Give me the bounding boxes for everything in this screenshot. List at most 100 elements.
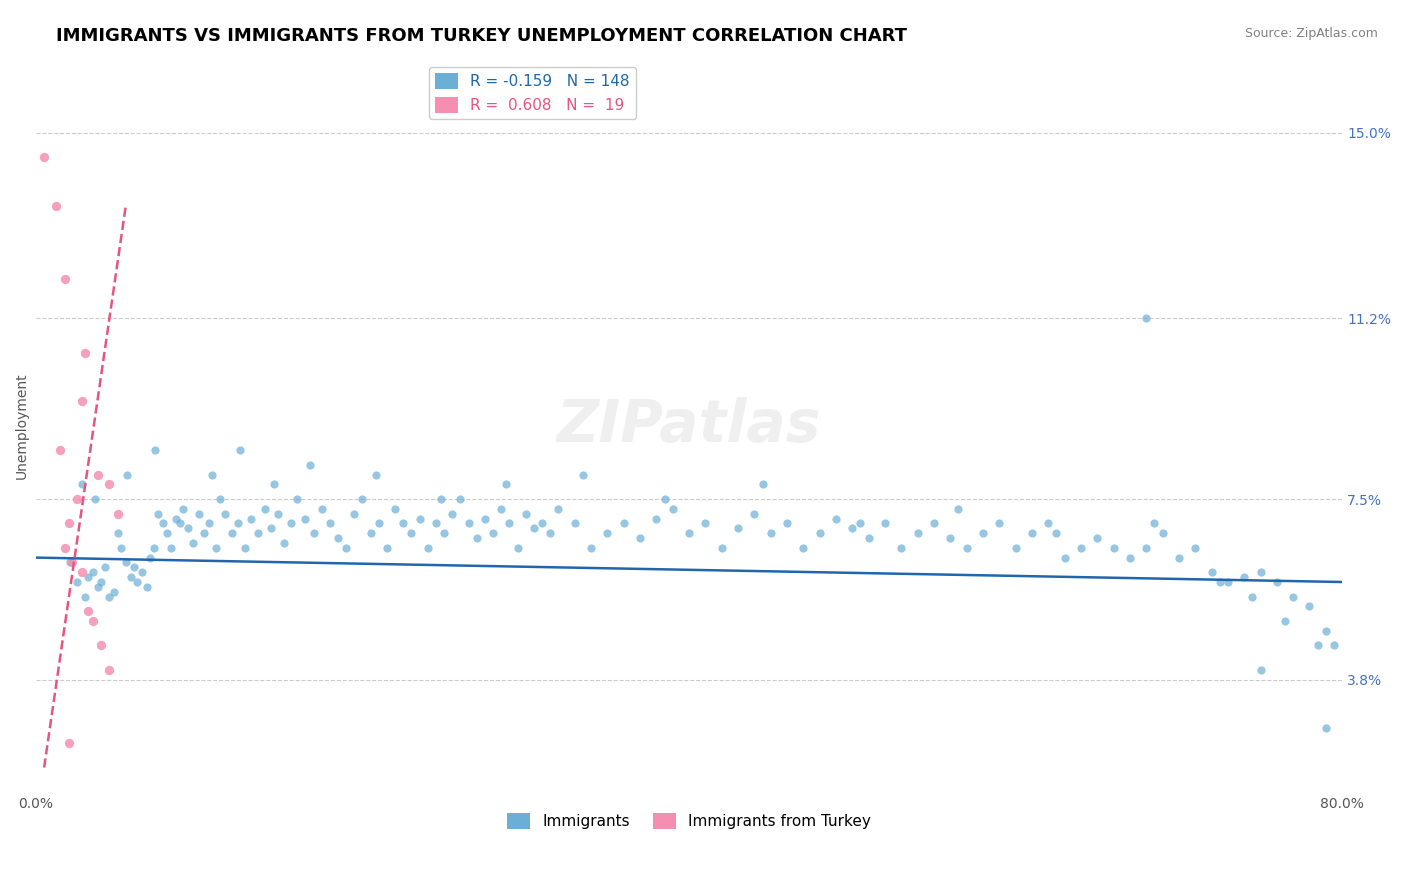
Point <box>117 467 139 482</box>
Point <box>93 560 115 574</box>
Point <box>1102 541 1125 555</box>
Point <box>498 516 520 531</box>
Point <box>188 507 211 521</box>
Point <box>375 541 398 555</box>
Point <box>1315 624 1337 638</box>
Point <box>240 511 263 525</box>
Point <box>352 491 374 506</box>
Point <box>1315 722 1337 736</box>
Point <box>70 394 93 409</box>
Y-axis label: Unemployment: Unemployment <box>15 373 30 479</box>
Point <box>1053 550 1076 565</box>
Point <box>58 516 80 531</box>
Point <box>841 521 863 535</box>
Point <box>645 511 668 525</box>
Point <box>319 516 342 531</box>
Point <box>572 467 595 482</box>
Point <box>326 531 349 545</box>
Point <box>360 526 382 541</box>
Text: ZIPatlas: ZIPatlas <box>557 397 821 454</box>
Point <box>127 574 149 589</box>
Point <box>246 526 269 541</box>
Point <box>302 526 325 541</box>
Point <box>858 531 880 545</box>
Point <box>169 516 191 531</box>
Point <box>825 511 848 525</box>
Point <box>849 516 872 531</box>
Point <box>628 531 651 545</box>
Point <box>1298 599 1320 614</box>
Point <box>98 590 121 604</box>
Point <box>53 541 76 555</box>
Point <box>972 526 994 541</box>
Point <box>299 458 322 472</box>
Point <box>155 526 177 541</box>
Point <box>364 467 387 482</box>
Point <box>221 526 243 541</box>
Point <box>744 507 766 521</box>
Point <box>1323 639 1346 653</box>
Point <box>311 501 333 516</box>
Point <box>266 507 288 521</box>
Point <box>654 491 676 506</box>
Point <box>1233 570 1256 584</box>
Point <box>70 477 93 491</box>
Point <box>1135 311 1157 326</box>
Point <box>110 541 132 555</box>
Point <box>1265 574 1288 589</box>
Point <box>172 501 194 516</box>
Point <box>148 507 170 521</box>
Point <box>710 541 733 555</box>
Point <box>136 580 159 594</box>
Point <box>1045 526 1067 541</box>
Point <box>776 516 799 531</box>
Point <box>229 443 252 458</box>
Point <box>1241 590 1264 604</box>
Point <box>759 526 782 541</box>
Point <box>103 584 125 599</box>
Point <box>177 521 200 535</box>
Point <box>392 516 415 531</box>
Point <box>922 516 945 531</box>
Point <box>193 526 215 541</box>
Point <box>87 467 110 482</box>
Point <box>198 516 221 531</box>
Point <box>491 501 513 516</box>
Point <box>751 477 773 491</box>
Point <box>515 507 537 521</box>
Point <box>82 566 104 580</box>
Point <box>416 541 439 555</box>
Point <box>596 526 619 541</box>
Point <box>678 526 700 541</box>
Point <box>114 556 136 570</box>
Point <box>564 516 586 531</box>
Point <box>890 541 912 555</box>
Point <box>59 556 82 570</box>
Point <box>792 541 814 555</box>
Point <box>120 570 142 584</box>
Point <box>107 526 129 541</box>
Point <box>1274 614 1296 628</box>
Point <box>253 501 276 516</box>
Point <box>70 566 93 580</box>
Point <box>523 521 546 535</box>
Point <box>53 272 76 286</box>
Point <box>1216 574 1239 589</box>
Point <box>280 516 302 531</box>
Point <box>495 477 517 491</box>
Point <box>465 531 488 545</box>
Point <box>60 556 83 570</box>
Point <box>73 590 96 604</box>
Point <box>335 541 357 555</box>
Point <box>531 516 554 531</box>
Point <box>273 536 295 550</box>
Point <box>1004 541 1026 555</box>
Point <box>285 491 308 506</box>
Point <box>1070 541 1092 555</box>
Point <box>66 491 89 506</box>
Point <box>165 511 187 525</box>
Point <box>98 663 121 677</box>
Point <box>1021 526 1043 541</box>
Point <box>82 614 104 628</box>
Point <box>107 507 129 521</box>
